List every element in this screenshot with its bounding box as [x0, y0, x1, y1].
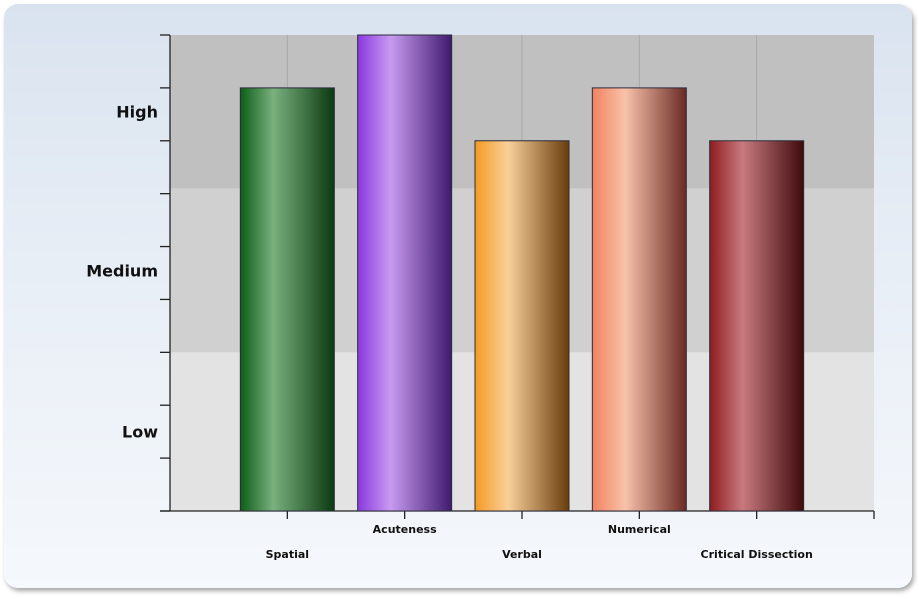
bar-verbal [474, 140, 570, 512]
chart-card: Low Medium High Spatial Acuteness Verbal Numer… [4, 4, 912, 588]
bar-acuteness [357, 34, 453, 512]
x-tick-label-acuteness: Acuteness [373, 523, 437, 536]
y-tick-label-high: High [116, 103, 158, 122]
bar-spatial [239, 87, 335, 512]
x-tick-label-critical-dissection: Critical Dissection [701, 548, 813, 561]
bar-numerical [591, 87, 687, 512]
y-tick-label-medium: Medium [86, 261, 158, 280]
x-tick-label-numerical: Numerical [608, 523, 671, 536]
bar-chart: Low Medium High Spatial Acuteness Verbal Numer… [86, 34, 875, 561]
bar-critical-dissection [709, 140, 805, 512]
x-tick-label-verbal: Verbal [502, 548, 542, 561]
y-tick-label-low: Low [122, 423, 158, 442]
x-tick-label-spatial: Spatial [266, 548, 309, 561]
